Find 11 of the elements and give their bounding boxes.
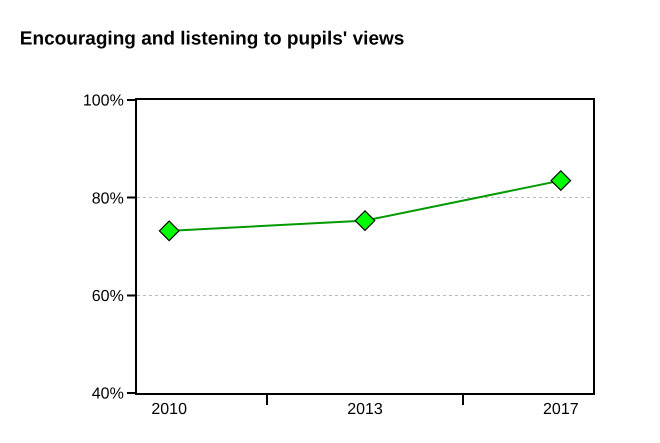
point <box>550 170 572 191</box>
x-tick-label: 2013 <box>347 401 383 418</box>
x-tick-label: 2017 <box>543 401 579 418</box>
y-tick-label: 40% <box>92 386 124 403</box>
y-tick-label: 60% <box>92 288 124 305</box>
chart-title: Encouraging and listening to pupils' views <box>20 28 404 50</box>
x-tick-label: 2010 <box>151 401 188 418</box>
point <box>354 210 376 231</box>
y-tick-label: 100% <box>82 92 124 110</box>
point <box>158 220 180 242</box>
y-tick-label: 80% <box>92 190 124 208</box>
